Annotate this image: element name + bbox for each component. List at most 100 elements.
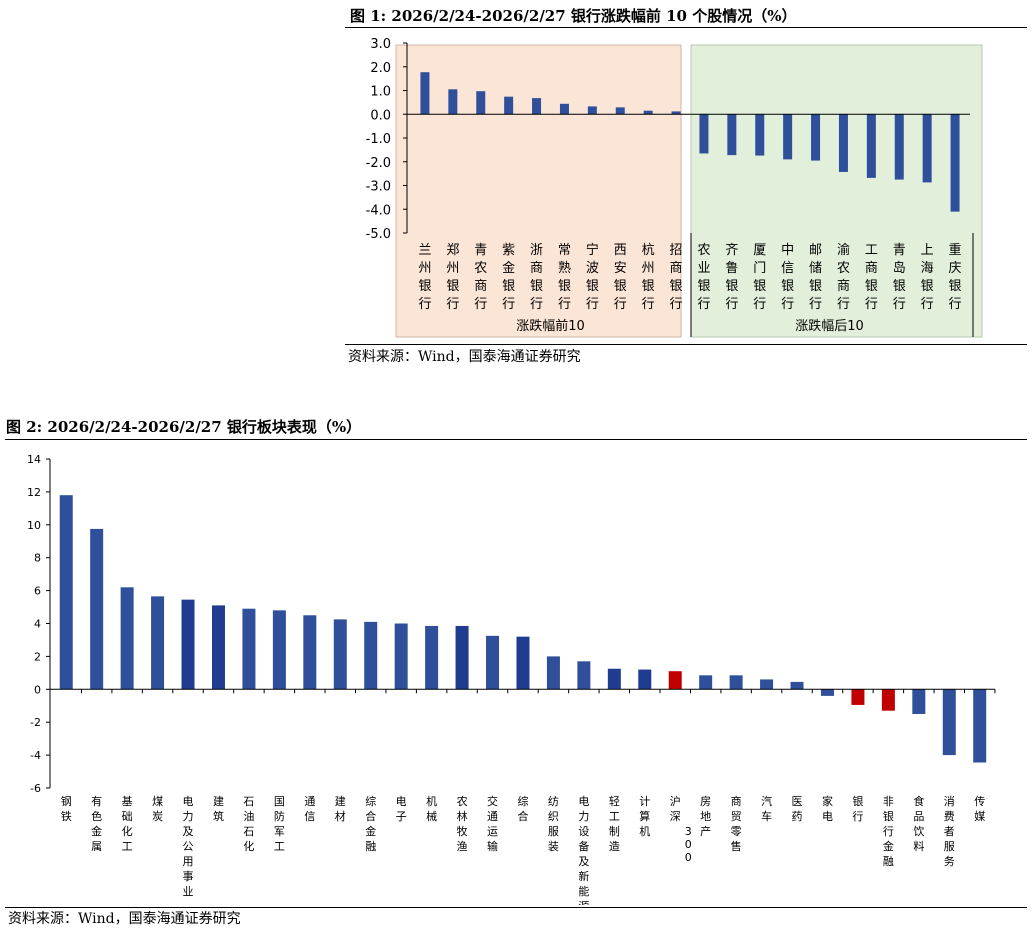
chart1-y-tick-label: 3.0 [370,37,391,52]
chart2-x-label: 综合金融 [365,794,376,853]
chart2-x-label: 传媒 [974,795,985,823]
chart2-x-label: 电力及公用事业 [183,795,194,898]
chart1-bar [922,114,932,183]
chart1-x-label: 邮储银行 [809,243,822,312]
chart1-x-label: 工商银行 [865,243,878,312]
chart1-bar [532,98,542,115]
chart2-x-label: 有色金属 [91,794,102,853]
chart2-x-label: 基础化工 [122,795,133,853]
chart2-bar [486,635,500,690]
chart2-x-label: 钢铁 [61,795,72,823]
chart1-x-label: 常熟银行 [558,243,571,312]
chart2-x-label: 轻工制造 [609,794,620,853]
chart2-y-tick-label: 8 [34,552,41,565]
figure1-bottom-rule [345,344,1027,345]
chart2-y-tick-label: 12 [27,486,41,499]
chart2-x-label: 煤炭 [152,795,163,823]
chart2-x-label: 建材 [335,794,346,823]
chart1-x-label: 浙商银行 [530,243,543,312]
figure2-bottom-rule [5,907,1027,908]
chart1-bar [727,114,737,156]
bottom-group-bg [690,44,983,338]
chart1-y-tick-label: -5.0 [366,227,391,242]
chart2-y-tick-label: 14 [27,453,41,466]
chart1-bar [866,114,876,178]
chart2-x-label: 消费者服务 [944,794,955,868]
chart2-bar [851,689,865,705]
chart2-x-label: 银行 [852,794,863,823]
chart2-bar [516,636,530,690]
chart2-bar [790,681,804,690]
chart1-bar [783,114,793,160]
chart2-bar [668,671,682,690]
chart2-y-tick-label: 2 [34,650,41,663]
chart1-x-label: 兰州银行 [418,243,431,312]
chart2-bar [820,689,834,696]
chart2-bar [729,675,743,690]
chart2-bar [546,656,560,690]
chart2-bar [607,668,621,690]
chart2-bar [272,610,286,690]
chart2-x-label: 家电 [822,794,833,823]
chart2-y-tick-label: 10 [27,519,41,532]
chart2-x-label: 农林牧渔 [457,794,468,853]
chart2-x-label: 机械 [426,794,437,823]
chart1-y-tick-label: 1.0 [370,85,391,100]
chart1-x-label: 郑州银行 [446,243,459,312]
chart1-bar [643,110,653,115]
chart2-bar [425,625,439,690]
chart1-x-label: 中信银行 [781,243,794,312]
figure2-title: 图 2: 2026/2/24-2026/2/27 银行板块表现（%） [6,418,362,436]
chart1-x-label: 西安银行 [614,243,627,312]
chart2: 14 12 10 8 6 4 2 0 -2 -4 -6 钢铁 有色金属 基础化工 煤炭 电力及公用事业 建筑石… [27,453,996,905]
chart2-bar [881,689,895,711]
chart2-bar [912,689,926,714]
chart2-y-tick-label: -2 [30,716,41,729]
chart1-x-label: 宁波银行 [586,242,599,312]
chart2-x-label: 纺织服装 [548,794,559,853]
chart2-x-label: 非银行金融 [883,795,894,868]
chart1-y-tick-label: 0.0 [370,108,391,123]
chart2-bar [333,619,347,690]
chart1-x-label: 青农商行 [474,243,487,312]
chart2-x-label: 电子 [396,795,407,823]
chart2-x-label: 综合 [517,794,528,823]
chart2-bar [973,689,987,763]
chart1-group-label: 涨跌幅后10 [795,318,864,334]
figure2-top-rule [5,439,1027,440]
chart2-y-tick-label: -6 [30,782,41,795]
chart2-x-label: 食品饮料 [913,794,924,853]
chart2-bar [303,615,317,690]
chart2-bar [120,587,134,690]
chart1-bar [420,72,430,115]
figure2-source: 资料来源：Wind，国泰海通证券研究 [8,911,241,927]
chart2-bar [455,625,469,690]
chart1-bar [699,114,709,154]
chart2-bar [942,689,956,756]
chart2-bar [151,596,165,690]
chart2-bar [394,623,408,690]
chart2-x-label: 通信 [304,795,315,823]
chart1-bar [755,114,765,156]
chart2-bar [577,661,591,690]
chart1-x-label: 青岛银行 [893,243,906,312]
chart1-bar [838,114,848,172]
chart2-x-label: 交通运输 [487,794,498,853]
chart1-y-tick-label: -4.0 [366,203,391,218]
top-group-bg [395,44,682,338]
chart2-bar [638,669,652,690]
chart2-bar [364,621,378,690]
chart1-bar [615,107,625,115]
chart2-x-label: 计算机 [639,795,650,838]
chart2-x-label: 商贸零售 [731,794,742,853]
chart2-bar [760,679,774,690]
chart2-x-label: 医药 [792,795,803,823]
chart1-x-label: 杭州银行 [642,243,655,312]
chart1-x-label: 上海银行 [921,243,934,312]
chart2-bar [90,528,104,690]
chart2-x-label: 石油石化 [243,795,254,853]
chart1-bar [950,114,960,212]
chart2-x-label: 建筑 [213,794,224,823]
figure1-source: 资料来源：Wind，国泰海通证券研究 [348,349,581,365]
chart1-x-label: 厦门银行 [753,243,766,312]
